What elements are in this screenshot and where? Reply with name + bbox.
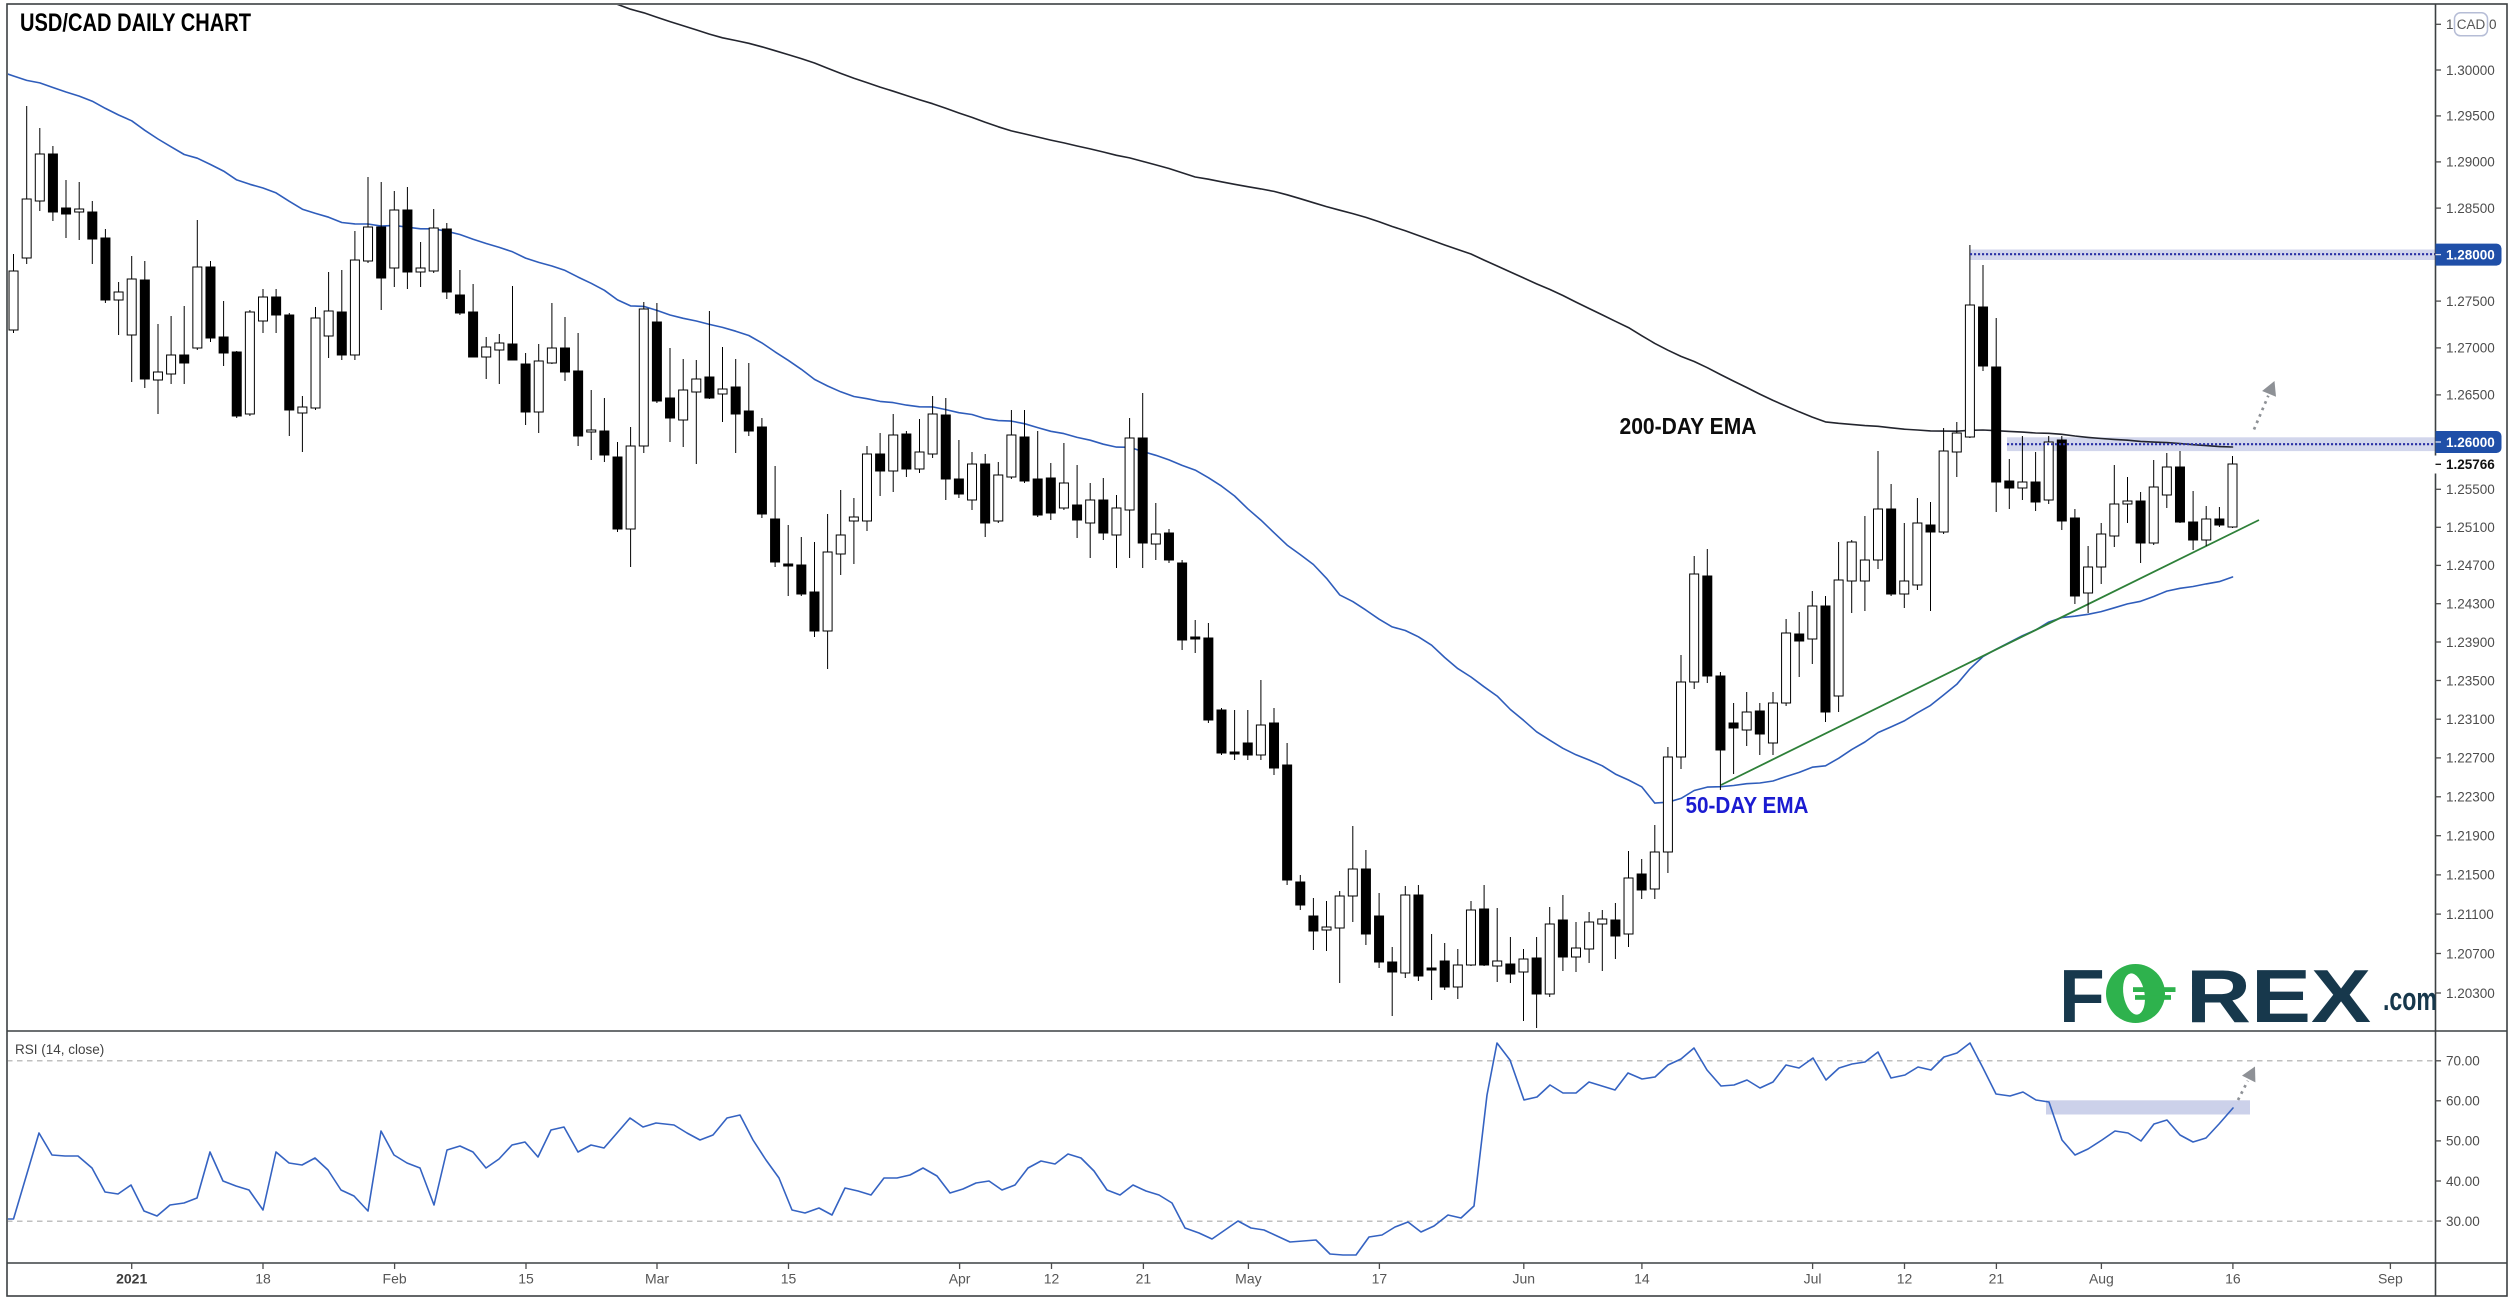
svg-text:1.28500: 1.28500: [2446, 201, 2495, 216]
svg-text:50.00: 50.00: [2446, 1134, 2480, 1149]
svg-text:15: 15: [518, 1271, 534, 1287]
svg-text:1.29000: 1.29000: [2446, 155, 2495, 170]
svg-text:1.20300: 1.20300: [2446, 986, 2495, 1001]
svg-text:16: 16: [2225, 1271, 2241, 1287]
svg-text:1.25766: 1.25766: [2446, 457, 2495, 472]
svg-text:Feb: Feb: [383, 1271, 407, 1287]
svg-text:1.29500: 1.29500: [2446, 109, 2495, 124]
svg-text:1.23100: 1.23100: [2446, 712, 2495, 727]
svg-text:1.26500: 1.26500: [2446, 388, 2495, 403]
svg-text:1.27500: 1.27500: [2446, 294, 2495, 309]
svg-text:1.23900: 1.23900: [2446, 635, 2495, 650]
svg-text:USD/CAD DAILY CHART: USD/CAD DAILY CHART: [20, 9, 251, 37]
svg-text:Jun: Jun: [1513, 1271, 1536, 1287]
svg-text:Mar: Mar: [645, 1271, 669, 1287]
svg-text:1.20700: 1.20700: [2446, 946, 2495, 961]
svg-text:1.30000: 1.30000: [2446, 63, 2495, 78]
svg-text:14: 14: [1634, 1271, 1650, 1287]
svg-text:1.26000: 1.26000: [2446, 435, 2495, 450]
svg-text:12: 12: [1897, 1271, 1913, 1287]
svg-text:1.21500: 1.21500: [2446, 868, 2495, 883]
svg-text:50-DAY EMA: 50-DAY EMA: [1686, 792, 1809, 818]
svg-text:Apr: Apr: [949, 1271, 971, 1287]
svg-text:2021: 2021: [116, 1271, 147, 1287]
svg-text:1.23500: 1.23500: [2446, 673, 2495, 688]
svg-text:1.: 1.: [2446, 17, 2457, 32]
svg-text:F: F: [2059, 954, 2105, 1038]
svg-text:1.27000: 1.27000: [2446, 341, 2495, 356]
svg-text:12: 12: [1044, 1271, 1060, 1287]
svg-text:1.22300: 1.22300: [2446, 790, 2495, 805]
svg-text:1.28000: 1.28000: [2446, 247, 2495, 262]
svg-text:17: 17: [1372, 1271, 1388, 1287]
svg-text:18: 18: [255, 1271, 271, 1287]
svg-text:May: May: [1235, 1271, 1261, 1287]
svg-text:30.00: 30.00: [2446, 1214, 2480, 1229]
svg-text:Sep: Sep: [2378, 1271, 2403, 1287]
svg-text:1.22700: 1.22700: [2446, 751, 2495, 766]
svg-text:60.00: 60.00: [2446, 1094, 2480, 1109]
svg-text:1.21100: 1.21100: [2446, 907, 2494, 922]
svg-text:21: 21: [1136, 1271, 1152, 1287]
svg-text:1.24700: 1.24700: [2446, 558, 2495, 573]
svg-text:1.25500: 1.25500: [2446, 482, 2495, 497]
svg-text:21: 21: [1989, 1271, 2005, 1287]
svg-text:1.24300: 1.24300: [2446, 597, 2495, 612]
svg-text:.com: .com: [2383, 981, 2437, 1017]
svg-text:15: 15: [781, 1271, 797, 1287]
svg-text:1.21900: 1.21900: [2446, 829, 2495, 844]
svg-text:1.25100: 1.25100: [2446, 520, 2495, 535]
svg-text:REX: REX: [2186, 954, 2371, 1038]
svg-text:0: 0: [2489, 17, 2497, 32]
svg-text:70.00: 70.00: [2446, 1054, 2480, 1069]
svg-text:CAD: CAD: [2457, 17, 2486, 32]
svg-text:RSI (14, close): RSI (14, close): [15, 1042, 104, 1057]
svg-text:Jul: Jul: [1804, 1271, 1822, 1287]
svg-text:40.00: 40.00: [2446, 1174, 2480, 1189]
svg-text:Aug: Aug: [2089, 1271, 2114, 1287]
svg-text:200-DAY EMA: 200-DAY EMA: [1620, 413, 1757, 439]
